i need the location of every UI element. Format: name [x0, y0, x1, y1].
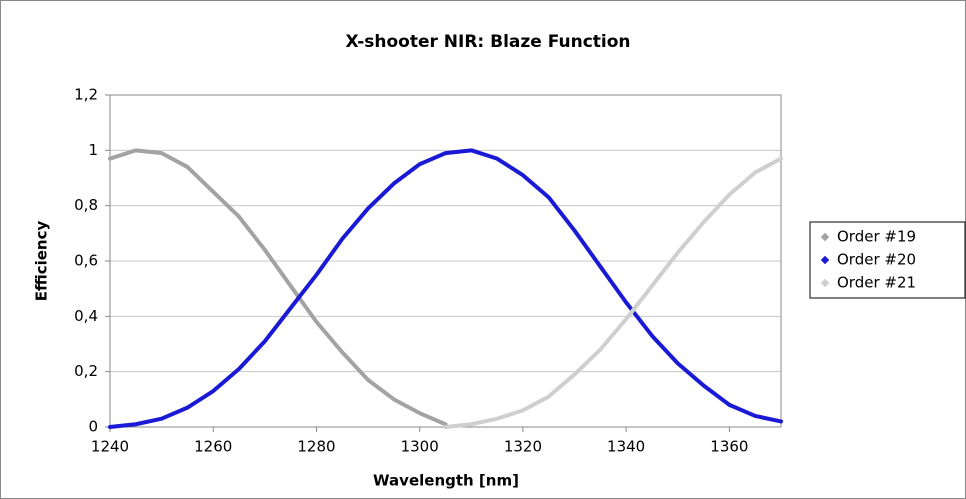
y-tick-label: 0,8	[74, 196, 98, 214]
legend-marker	[820, 278, 830, 288]
x-tick-label: 1300	[401, 438, 439, 456]
x-axis-title: Wavelength [nm]	[373, 472, 519, 490]
series-line	[443, 156, 783, 429]
y-axis-title: Efficiency	[33, 221, 51, 302]
x-tick-label: 1260	[194, 438, 232, 456]
legend-marker	[820, 255, 830, 265]
legend-label: Order #20	[837, 251, 916, 269]
legend-label: Order #19	[837, 228, 916, 246]
series-line	[108, 148, 783, 429]
chart-title: X-shooter NIR: Blaze Function	[345, 32, 630, 52]
x-tick-label: 1320	[504, 438, 542, 456]
x-tick-label: 1340	[607, 438, 645, 456]
y-tick-label: 0	[88, 418, 98, 436]
y-tick-label: 0,6	[74, 252, 98, 270]
y-tick-label: 1,2	[74, 86, 98, 104]
legend-label: Order #21	[837, 274, 916, 292]
x-tick-label: 1360	[710, 438, 748, 456]
x-tick-label: 1280	[297, 438, 335, 456]
y-tick-label: 0,2	[74, 362, 98, 380]
y-tick-label: 0,4	[74, 307, 98, 325]
series-line	[108, 148, 448, 427]
x-tick-label: 1240	[91, 438, 129, 456]
legend-box	[809, 221, 966, 299]
y-tick-label: 1	[88, 141, 98, 159]
